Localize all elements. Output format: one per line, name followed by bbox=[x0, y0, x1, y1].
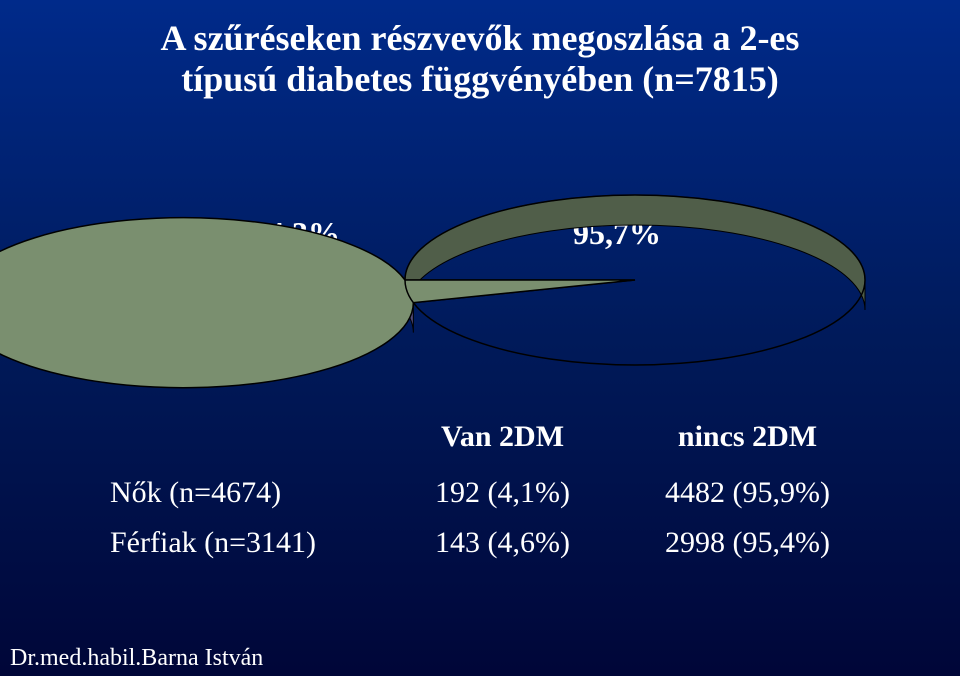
table-row: Nők (n=4674) 192 (4,1%) 4482 (95,9%) bbox=[110, 476, 870, 510]
table-header-blank bbox=[110, 420, 380, 454]
table-header-nincs2dm: nincs 2DM bbox=[625, 420, 870, 454]
table-header-row: Van 2DM nincs 2DM bbox=[110, 420, 870, 454]
table-row: Férfiak (n=3141) 143 (4,6%) 2998 (95,4%) bbox=[110, 526, 870, 560]
cell-row1-col1: 143 (4,6%) bbox=[380, 526, 625, 560]
cell-row0-col1: 192 (4,1%) bbox=[380, 476, 625, 510]
cell-row0-col2: 4482 (95,9%) bbox=[625, 476, 870, 510]
author-footer: Dr.med.habil.Barna István bbox=[10, 645, 263, 672]
cell-row0-col0: Nők (n=4674) bbox=[110, 476, 380, 510]
cell-row1-col0: Férfiak (n=3141) bbox=[110, 526, 380, 560]
data-table: Van 2DM nincs 2DM Nők (n=4674) 192 (4,1%… bbox=[110, 420, 870, 560]
pie-chart bbox=[0, 0, 960, 676]
cell-row1-col2: 2998 (95,4%) bbox=[625, 526, 870, 560]
table-header-van2dm: Van 2DM bbox=[380, 420, 625, 454]
